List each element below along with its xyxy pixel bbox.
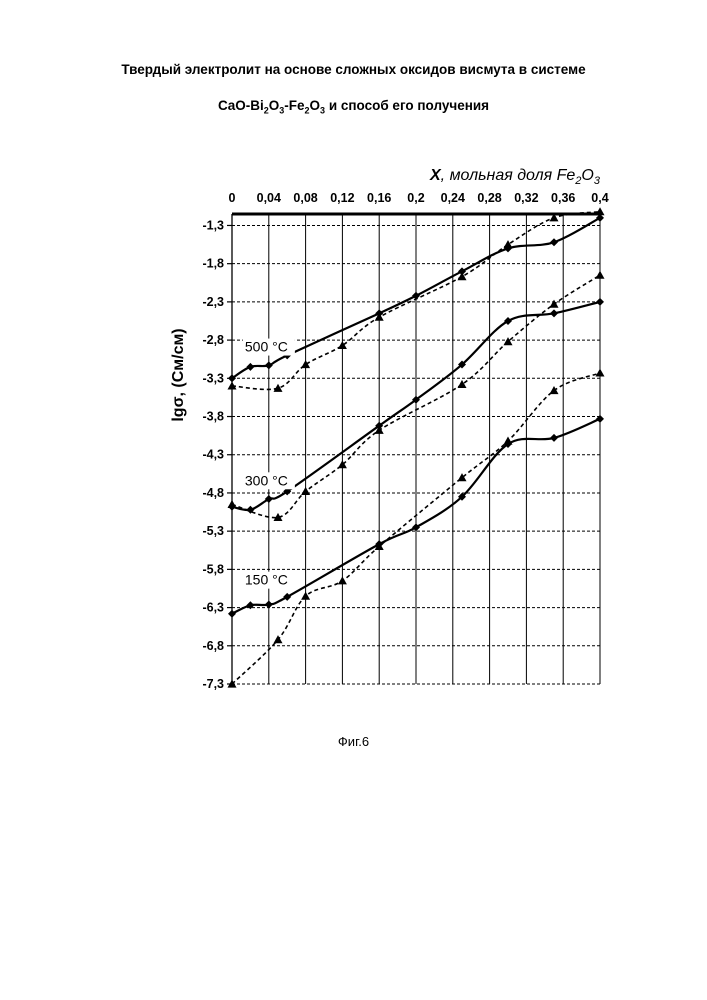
diamond-marker: [596, 415, 604, 423]
x-axis-title-text: , мольная доля Fe: [441, 167, 576, 184]
triangle-marker: [504, 436, 513, 444]
y-tick-label: -2,8: [202, 333, 224, 347]
x-axis-title-sub: 3: [594, 175, 601, 187]
x-tick-label: 0,4: [591, 191, 608, 205]
x-tick-label: 0,2: [407, 191, 424, 205]
temperature-annotation: 300 °C: [245, 472, 288, 488]
x-tick-label: 0,08: [293, 191, 317, 205]
axes: [227, 214, 600, 684]
y-tick-label: -3,3: [202, 371, 224, 385]
triangle-marker: [338, 341, 347, 349]
triangle-marker: [550, 300, 559, 308]
diamond-marker: [550, 238, 558, 246]
diamond-marker: [246, 363, 254, 371]
temperature-annotation: 500 °C: [245, 339, 288, 355]
x-tick-label: 0,04: [257, 191, 281, 205]
y-tick-label: -6,3: [202, 601, 224, 615]
y-tick-label: -4,8: [202, 486, 224, 500]
figure-caption: Фиг.6: [0, 734, 707, 749]
diamond-marker: [228, 610, 236, 618]
x-tick-label: 0,16: [367, 191, 391, 205]
y-tick-label: -4,3: [202, 448, 224, 462]
x-tick-label: 0,24: [441, 191, 465, 205]
x-tick-label: 0,36: [551, 191, 575, 205]
x-tick-label: 0,12: [330, 191, 354, 205]
triangle-marker: [274, 635, 283, 643]
y-tick-label: -3,8: [202, 410, 224, 424]
triangle-marker: [596, 368, 605, 376]
y-tick-label: -7,3: [202, 677, 224, 691]
diamond-marker: [550, 309, 558, 317]
labels-group: 0 0,04 0,08 0,12 0,16 0,2 0,24 0,28 0,32 0,36 0,4 -…: [202, 191, 608, 691]
x-axis-title-sub: 2: [574, 175, 581, 187]
x-tick-label: 0,28: [477, 191, 501, 205]
y-tick-label: -6,8: [202, 639, 224, 653]
triangle-marker: [596, 271, 605, 279]
y-tick-label: -2,3: [202, 295, 224, 309]
y-axis-title: lgσ, (См/см): [170, 328, 187, 421]
y-tick-label: -1,8: [202, 257, 224, 271]
triangle-marker: [458, 380, 467, 388]
y-tick-label: -5,3: [202, 524, 224, 538]
grid: [232, 214, 600, 684]
temperature-annotation: 150 °C: [245, 572, 288, 588]
y-tick-label: -1,3: [202, 218, 224, 232]
diamond-marker: [265, 601, 273, 609]
diamond-marker: [596, 298, 604, 306]
x-tick-label: 0: [229, 191, 236, 205]
y-tick-label: -5,8: [202, 562, 224, 576]
x-axis-title: X, мольная доля Fe2O3: [429, 167, 601, 187]
x-axis-title-o: O: [581, 167, 593, 184]
triangle-marker: [228, 500, 237, 508]
diamond-marker: [550, 434, 558, 442]
x-tick-label: 0,32: [514, 191, 538, 205]
triangle-marker: [338, 576, 347, 584]
diamond-marker: [265, 361, 273, 369]
triangle-marker: [504, 240, 513, 248]
triangle-marker: [550, 386, 559, 394]
diamond-marker: [246, 601, 254, 609]
triangle-marker: [301, 360, 310, 368]
